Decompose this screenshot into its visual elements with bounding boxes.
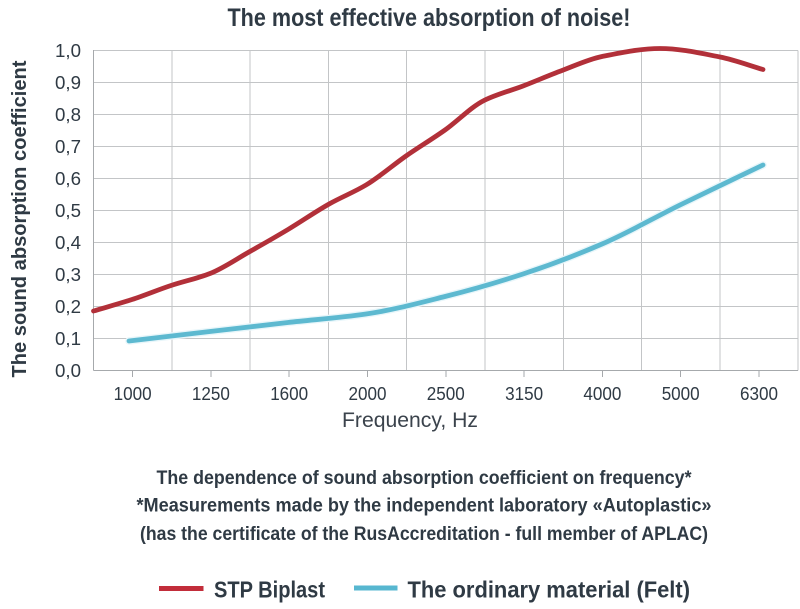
svg-text:0,8: 0,8 (55, 105, 81, 125)
svg-text:1000: 1000 (114, 384, 152, 404)
svg-text:*Measurements made by the inde: *Measurements made by the independent la… (137, 496, 712, 517)
svg-text:0,1: 0,1 (55, 329, 81, 349)
svg-text:The most effective absorption: The most effective absorption of noise! (228, 4, 631, 32)
svg-text:3150: 3150 (505, 384, 543, 404)
svg-text:6300: 6300 (740, 384, 778, 404)
svg-text:0,0: 0,0 (55, 361, 81, 381)
svg-text:0,2: 0,2 (55, 297, 81, 317)
svg-text:5000: 5000 (662, 384, 700, 404)
svg-text:1,0: 1,0 (55, 41, 81, 61)
svg-text:0,6: 0,6 (55, 169, 81, 189)
svg-text:The dependence of sound absorp: The dependence of sound absorption coeff… (157, 468, 693, 489)
svg-text:0,3: 0,3 (55, 265, 81, 285)
svg-text:4000: 4000 (583, 384, 621, 404)
svg-text:The ordinary material (Felt): The ordinary material (Felt) (408, 577, 691, 603)
svg-text:0,4: 0,4 (55, 233, 81, 253)
svg-text:The sound absorption coefficie: The sound absorption coefficient (9, 60, 31, 377)
svg-text:STP Biplast: STP Biplast (214, 577, 325, 603)
svg-text:0,7: 0,7 (55, 137, 81, 157)
svg-text:1600: 1600 (270, 384, 308, 404)
svg-text:(has the certificate of the Ru: (has the certificate of the RusAccredita… (140, 524, 708, 545)
svg-text:Frequency, Hz: Frequency, Hz (342, 409, 478, 432)
svg-text:1250: 1250 (192, 384, 230, 404)
svg-text:0,9: 0,9 (55, 73, 81, 93)
svg-text:2500: 2500 (427, 384, 465, 404)
svg-text:0,5: 0,5 (55, 201, 81, 221)
svg-text:2000: 2000 (349, 384, 387, 404)
